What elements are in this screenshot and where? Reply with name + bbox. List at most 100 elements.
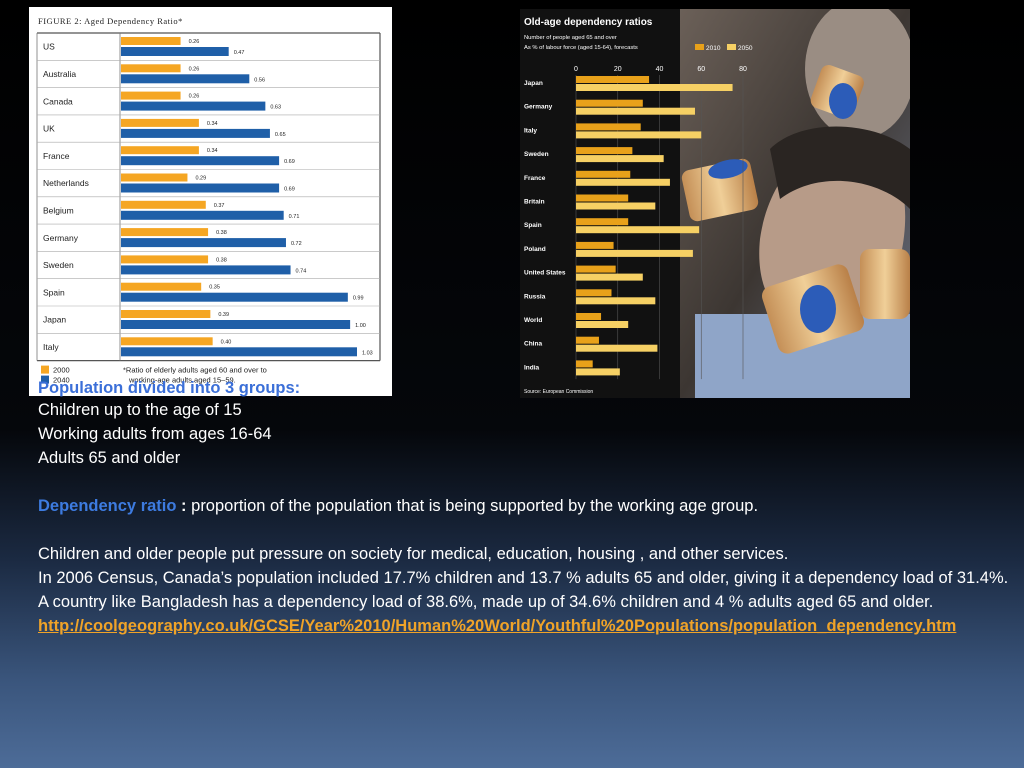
pressure-paragraph: Children and older people put pressure o… [38, 545, 789, 563]
old-age-dependency-svg: Old-age dependency ratios Number of peopl… [520, 0, 915, 398]
photo-woman-hair [770, 126, 910, 209]
group-older-adults: Adults 65 and older [38, 449, 181, 467]
chart1-value-2040-uk: 0.65 [275, 132, 286, 138]
chart2-source: Source: European Commission [524, 389, 593, 395]
census-paragraph: In 2006 Census, Canada’s population incl… [38, 569, 1009, 611]
chart1-category-netherlands: Netherlands [43, 178, 89, 188]
chart1-category-germany: Germany [43, 233, 79, 243]
chart2-category-spain: Spain [524, 222, 542, 229]
chart1-title: FIGURE 2: Aged Dependency Ratio* [38, 16, 183, 26]
chart2-category-world: World [524, 317, 542, 324]
chart1-category-uk: UK [43, 124, 55, 134]
chart1-bar-2000-france [121, 146, 199, 155]
chart1-bar-2040-spain [121, 292, 348, 302]
chart1-value-2000-uk: 0.34 [207, 121, 218, 127]
chart2-xtick-20: 20 [614, 66, 622, 73]
chart1-bar-2000-sweden [121, 255, 209, 264]
chart1-legend-swatch-2000 [41, 365, 49, 374]
chart2-bar-2010-china [576, 336, 599, 344]
chart2-xtick-40: 40 [656, 66, 664, 73]
photo-dumbbell-upper-label [708, 159, 748, 179]
chart1-footnote: *Ratio of elderly adults aged 60 and ove… [123, 366, 267, 385]
chart2-title: Old-age dependency ratios [524, 17, 653, 28]
chart2-category-japan: Japan [524, 80, 543, 87]
chart2-bar-2050-china [576, 344, 658, 352]
definition: Dependency ratio : proportion of the pop… [38, 494, 1018, 518]
chart2-bar-2050-sweden [576, 155, 664, 163]
chart1-bar-2040-germany [121, 238, 286, 248]
chart1-bar-2000-australia [121, 64, 181, 73]
chart1-value-2000-italy: 0.40 [221, 339, 232, 345]
chart1-bar-2040-sweden [121, 265, 291, 275]
chart1-bar-2000-us [121, 37, 181, 45]
chart1-value-2000-canada: 0.26 [189, 94, 200, 100]
chart1-value-2040-spain: 0.99 [353, 296, 364, 302]
chart1-value-2000-japan: 0.39 [218, 312, 229, 318]
chart1-footnote-line1: *Ratio of elderly adults aged 60 and ove… [123, 366, 267, 375]
chart1-bar-2000-canada [121, 91, 181, 100]
aged-dependency-ratio-svg: FIGURE 2: Aged Dependency Ratio* US 0.26 0.… [29, 7, 392, 396]
chart1-bar-2000-uk [121, 118, 199, 127]
chart2-bar-2050-russia [576, 297, 656, 305]
chart1-category-spain: Spain [43, 287, 65, 297]
chart1-background [29, 7, 392, 396]
chart1-bar-2040-canada [121, 101, 266, 111]
chart1-category-canada: Canada [43, 96, 73, 106]
chart2-bar-2010-poland [576, 241, 614, 249]
chart1-bar-2000-italy [121, 337, 213, 346]
chart2-bar-2010-sweden [576, 147, 633, 155]
aged-dependency-ratio-chart: FIGURE 2: Aged Dependency Ratio* US 0.26 0.… [29, 7, 392, 396]
chart2-category-united-states: United States [524, 270, 566, 277]
chart2-subtitle-1: Number of people aged 65 and over [524, 35, 617, 41]
chart1-bar-2040-japan [121, 320, 351, 329]
chart1-value-2000-belgium: 0.37 [214, 203, 225, 209]
chart1-bar-2040-australia [121, 74, 250, 84]
source-link[interactable]: http://coolgeography.co.uk/GCSE/Year%201… [38, 617, 957, 635]
chart2-bar-2010-spain [576, 218, 629, 226]
chart1-bar-2040-italy [121, 347, 357, 357]
chart2-xtick-0: 0 [574, 66, 578, 73]
chart1-value-2040-italy: 1.03 [362, 350, 373, 356]
chart2-bar-2010-united-states [576, 265, 616, 273]
chart2-bar-2010-britain [576, 194, 629, 202]
chart2-bar-2010-russia [576, 289, 612, 297]
chart2-bar-2050-germany [576, 107, 695, 115]
chart1-bar-2000-belgium [121, 200, 206, 209]
definition-term: Dependency ratio [38, 497, 177, 515]
chart1-bar-2040-belgium [121, 210, 284, 220]
chart2-bar-2050-poland [576, 249, 693, 257]
chart2-category-poland: Poland [524, 246, 546, 253]
definition-text: proportion of the population that is bei… [191, 497, 759, 515]
photo-dumbbell-top-label [829, 83, 857, 119]
photo-dumbbell-lower-label [800, 285, 836, 333]
chart1-value-2040-us: 0.47 [234, 50, 245, 56]
chart2-bar-2050-united-states [576, 273, 643, 281]
chart2-bar-2010-france [576, 170, 631, 178]
chart2-legend-label-2050: 2050 [738, 45, 753, 52]
chart1-bar-2000-germany [121, 228, 209, 237]
chart1-category-us: US [43, 42, 55, 52]
chart2-subtitle-2: As % of labour force (aged 15-64), forec… [524, 45, 638, 51]
chart2-category-sweden: Sweden [524, 151, 549, 158]
chart1-value-2040-australia: 0.56 [254, 77, 265, 83]
chart1-category-belgium: Belgium [43, 205, 74, 215]
population-groups-heading: Population divided into 3 groups: [38, 379, 301, 397]
chart2-bar-2050-italy [576, 131, 702, 139]
definition-colon: : [176, 497, 192, 515]
chart2-category-britain: Britain [524, 199, 545, 206]
chart1-category-italy: Italy [43, 342, 59, 352]
old-age-dependency-chart: Old-age dependency ratios Number of peopl… [520, 0, 915, 398]
photo-dumbbell-right [860, 249, 910, 319]
chart2-bar-2010-italy [576, 123, 641, 131]
group-working-adults: Working adults from ages 16-64 [38, 425, 272, 443]
chart2-xtick-60: 60 [697, 66, 705, 73]
chart1-category-france: France [43, 151, 70, 161]
chart2-legend-swatch-2010 [695, 44, 704, 50]
chart1-value-2000-australia: 0.26 [189, 66, 200, 72]
chart1-value-2040-japan: 1.00 [355, 323, 366, 329]
chart2-bar-2050-japan [576, 84, 733, 91]
chart1-value-2040-belgium: 0.71 [289, 214, 300, 220]
chart1-bar-2040-france [121, 156, 280, 166]
chart1-value-2000-germany: 0.38 [216, 230, 227, 236]
chart2-bar-2050-india [576, 368, 620, 376]
